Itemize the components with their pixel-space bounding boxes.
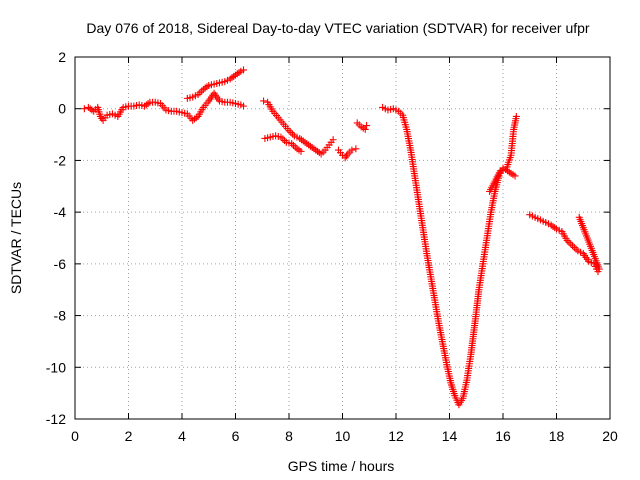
data-point — [348, 146, 356, 154]
y-tick-label: -10 — [46, 359, 66, 375]
data-point — [363, 122, 371, 130]
data-point — [310, 145, 318, 153]
data-point — [281, 137, 289, 145]
data-point — [505, 168, 513, 176]
data-point — [291, 143, 299, 151]
data-point — [329, 136, 337, 144]
data-point — [306, 142, 314, 150]
y-tick-label: 0 — [58, 101, 66, 117]
data-point — [570, 243, 578, 251]
y-axis-label: SDTVAR / TECUs — [8, 182, 24, 294]
data-point — [569, 242, 577, 250]
data-point — [240, 102, 248, 110]
data-point — [144, 100, 152, 108]
y-tick-label: -8 — [54, 308, 67, 324]
x-tick-label: 4 — [178, 428, 186, 444]
x-tick-label: 14 — [442, 428, 458, 444]
y-tick-label: 2 — [58, 49, 66, 65]
data-point — [297, 147, 305, 155]
data-point — [312, 146, 320, 154]
y-tick-label: -6 — [54, 256, 67, 272]
data-point — [512, 112, 520, 120]
data-point — [551, 224, 559, 232]
data-point — [361, 125, 369, 133]
data-point — [285, 127, 293, 135]
data-point — [240, 66, 248, 74]
data-point — [567, 240, 575, 248]
data-point — [88, 106, 96, 114]
x-tick-label: 18 — [549, 428, 565, 444]
data-point — [352, 145, 360, 153]
data-point — [235, 69, 243, 77]
x-axis-label: GPS time / hours — [288, 458, 395, 474]
x-axis: 0 2 4 6 8 10 12 14 16 18 20 — [71, 57, 618, 444]
chart-title: Day 076 of 2018, Sidereal Day-to-day VTE… — [86, 20, 590, 36]
data-point — [289, 130, 297, 138]
x-tick-label: 16 — [495, 428, 511, 444]
grid-lines — [75, 57, 610, 419]
data-point — [192, 114, 200, 122]
y-axis: -12 -10 -8 -6 -4 -2 0 2 — [46, 49, 610, 427]
x-tick-label: 6 — [232, 428, 240, 444]
data-marks — [80, 66, 603, 409]
y-tick-label: -2 — [54, 152, 67, 168]
data-point — [198, 87, 206, 95]
data-point — [196, 89, 204, 97]
x-tick-label: 12 — [388, 428, 404, 444]
data-point — [305, 141, 313, 149]
data-point — [565, 238, 573, 246]
data-point — [260, 97, 268, 105]
x-tick-label: 8 — [285, 428, 293, 444]
y-tick-label: -12 — [46, 411, 66, 427]
data-point — [287, 128, 295, 136]
data-point — [315, 149, 323, 157]
data-point — [572, 245, 580, 253]
data-point — [299, 137, 307, 145]
x-tick-label: 10 — [335, 428, 351, 444]
x-tick-label: 20 — [602, 428, 618, 444]
x-tick-label: 0 — [71, 428, 79, 444]
data-point — [595, 265, 603, 273]
data-point — [511, 172, 519, 180]
y-tick-label: -4 — [54, 204, 67, 220]
data-point — [203, 83, 211, 91]
x-tick-label: 2 — [125, 428, 133, 444]
data-point — [230, 72, 238, 80]
